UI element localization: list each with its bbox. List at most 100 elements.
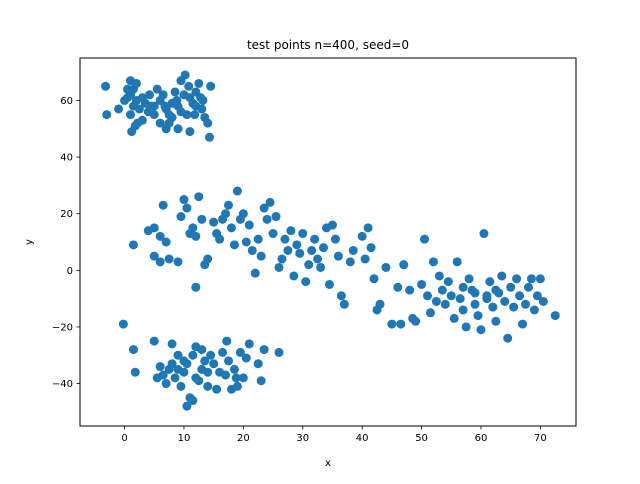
data-point <box>128 240 138 250</box>
data-point <box>443 277 453 287</box>
x-tick-label: 40 <box>356 433 369 444</box>
data-point <box>452 257 462 267</box>
data-point <box>259 203 269 213</box>
data-point <box>327 220 337 230</box>
data-point <box>173 257 183 267</box>
chart-title: test points n=400, seed=0 <box>247 38 409 52</box>
data-point <box>232 186 242 196</box>
data-point <box>164 254 174 264</box>
data-point <box>476 325 486 335</box>
data-point <box>244 220 254 230</box>
data-point <box>357 231 367 241</box>
data-point <box>200 356 210 366</box>
data-point <box>274 347 284 357</box>
data-point <box>203 254 213 264</box>
data-point <box>515 291 525 301</box>
data-point <box>253 359 263 369</box>
data-point <box>425 308 435 318</box>
data-point <box>203 367 213 377</box>
data-point <box>176 212 186 222</box>
data-point <box>235 347 245 357</box>
data-point <box>203 118 213 128</box>
x-tick-label: 50 <box>415 433 428 444</box>
data-point <box>348 245 358 255</box>
data-point <box>238 209 248 219</box>
data-point <box>506 282 516 292</box>
data-point <box>155 257 165 267</box>
data-point <box>512 274 522 284</box>
data-point <box>131 78 141 88</box>
data-point <box>215 234 225 244</box>
data-point <box>224 200 233 210</box>
x-axis-label: x <box>325 458 331 469</box>
y-tick-label: 60 <box>60 96 73 107</box>
data-point <box>134 104 144 114</box>
data-point <box>518 319 528 329</box>
data-point <box>259 345 269 355</box>
data-point <box>194 78 204 88</box>
data-point <box>123 84 133 94</box>
data-point <box>277 254 287 264</box>
data-point <box>191 373 201 383</box>
data-point <box>184 81 194 91</box>
data-point <box>155 362 165 372</box>
x-tick-label: 10 <box>178 433 191 444</box>
data-point <box>149 110 159 120</box>
data-point <box>411 316 421 326</box>
data-point <box>470 299 480 309</box>
data-point <box>218 347 228 357</box>
data-point <box>176 381 186 391</box>
data-point <box>423 291 432 301</box>
data-point <box>226 223 236 233</box>
x-tick-label: 70 <box>534 433 547 444</box>
data-point <box>173 364 183 374</box>
data-point <box>125 110 135 120</box>
data-point <box>197 214 207 224</box>
data-point <box>161 379 171 389</box>
data-point <box>182 203 192 213</box>
data-point <box>330 234 340 244</box>
data-point <box>500 296 510 306</box>
data-point <box>458 305 468 315</box>
data-point <box>375 299 385 309</box>
data-point <box>268 229 278 239</box>
data-point <box>393 282 403 292</box>
data-point <box>250 268 260 278</box>
data-point <box>244 339 254 349</box>
data-point <box>316 262 326 272</box>
y-axis-label: y <box>24 239 35 245</box>
data-point <box>191 231 201 241</box>
data-point <box>231 373 241 383</box>
x-axis-ticks: 0 10 20 30 40 50 60 70 <box>121 426 547 444</box>
data-point <box>369 274 379 284</box>
data-point <box>491 285 501 295</box>
data-point <box>158 90 168 100</box>
data-point <box>464 274 474 284</box>
data-point <box>182 401 192 411</box>
data-point <box>509 302 519 312</box>
plot-frame <box>79 57 577 427</box>
data-point <box>295 248 305 258</box>
data-point <box>209 359 219 369</box>
data-point <box>203 381 213 391</box>
data-point <box>155 118 165 128</box>
data-point <box>173 124 183 134</box>
data-point <box>301 277 311 287</box>
data-point <box>479 229 489 239</box>
data-point <box>198 95 208 105</box>
data-point <box>101 81 111 91</box>
x-tick-label: 0 <box>121 433 127 444</box>
data-point <box>298 229 308 239</box>
y-tick-label: −20 <box>52 322 73 333</box>
data-point <box>488 302 498 312</box>
data-point <box>188 350 198 360</box>
data-point <box>333 251 343 261</box>
data-point <box>431 296 441 306</box>
data-point <box>182 110 192 120</box>
data-point <box>118 319 128 329</box>
data-point <box>262 214 272 224</box>
data-point <box>222 336 232 346</box>
data-point <box>256 376 266 386</box>
